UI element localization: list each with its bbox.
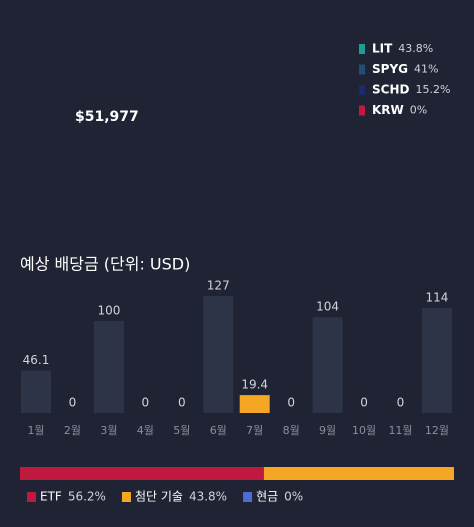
legend-swatch [359,64,365,75]
holding-name: LIT [372,42,393,56]
bar-value-label: 0 [287,396,295,410]
legend-name: 첨단 기술 [135,490,183,504]
legend-value: 43.8% [189,490,227,504]
x-tick-label: 12월 [425,424,449,437]
legend-swatch [359,105,365,116]
bar-value-label: 104 [316,300,339,314]
x-tick-label: 7월 [246,424,263,437]
legend-value: 56.2% [68,490,106,504]
bar [21,370,51,413]
x-tick-label: 3월 [100,424,117,437]
bar [239,395,270,413]
x-tick-label: 9월 [319,424,336,437]
chart-title: 예상 배당금 (단위: USD) [20,255,190,274]
x-tick-label: 5월 [173,424,190,437]
legend-swatch [27,492,36,502]
legend-swatch [243,492,253,502]
allocation-segment [263,467,454,480]
legend-swatch [359,85,365,95]
holding-name: SPYG [372,62,408,76]
bar-value-label: 0 [142,396,150,410]
holding-name: SCHD [372,83,409,97]
bar-value-label: 0 [397,396,405,410]
bar-value-label: 0 [360,396,368,410]
bar [203,296,234,413]
legend-swatch [359,44,365,54]
x-tick-label: 11월 [388,424,412,437]
holding-share: 43.8% [398,42,433,55]
legend-value: 0% [284,490,303,504]
bar-value-label: 46.1 [23,353,50,367]
holding-share: 41% [414,63,438,76]
bar [93,320,124,413]
bar-value-label: 19.4 [241,378,268,392]
bar [421,307,452,413]
total-value: $51,977 [75,109,139,125]
bar-value-label: 114 [425,290,448,304]
allocation-segment [20,467,264,480]
x-tick-label: 2월 [64,424,81,437]
legend-name: 현금 [256,490,278,504]
x-tick-label: 1월 [27,424,44,437]
bar-value-label: 127 [207,279,230,293]
x-tick-label: 8월 [283,424,300,437]
holding-name: KRW [372,103,404,117]
x-tick-label: 4월 [137,424,154,437]
x-tick-label: 10월 [352,424,376,437]
holding-share: 15.2% [415,83,450,96]
legend-swatch [121,492,131,502]
bar-value-label: 0 [69,396,77,410]
holding-share: 0% [410,104,427,117]
bar-value-label: 100 [97,303,120,317]
x-tick-label: 6월 [210,424,227,437]
bar [312,317,343,413]
legend-name: ETF [40,490,62,504]
bar-value-label: 0 [178,396,186,410]
